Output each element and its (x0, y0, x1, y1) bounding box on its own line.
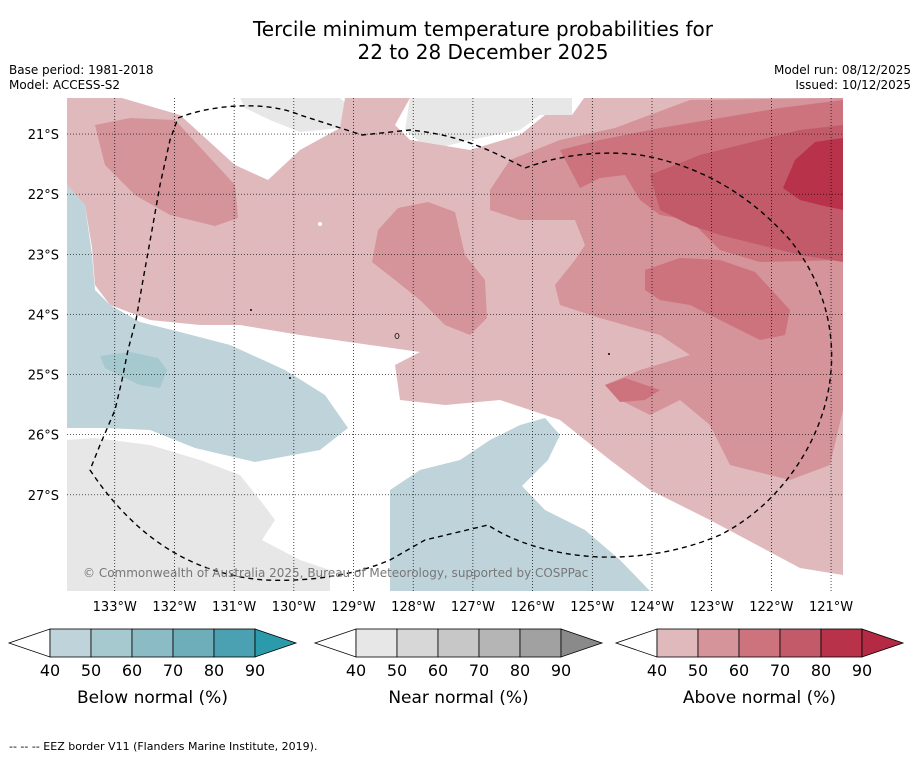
colorbar-tick-label: 90 (551, 661, 571, 680)
title-line-1: Tercile minimum temperature probabilitie… (252, 17, 714, 41)
colorbar-tick-label: 50 (81, 661, 101, 680)
below-normal-region (67, 185, 348, 462)
colorbar-tick-label: 60 (729, 661, 749, 680)
map-speck (270, 144, 274, 152)
colorbar-tick-label: 60 (122, 661, 142, 680)
colorbar-tick-label: 70 (770, 661, 790, 680)
above-normal-region (645, 258, 790, 340)
colorbar-segment (779, 628, 822, 658)
x-tick-label: 122°W (749, 600, 793, 615)
y-tick-label: 24°S (28, 308, 59, 323)
colorbar-near: 40 50 60 70 80 90 Near normal (%) (313, 628, 604, 708)
colorbar-label: Below normal (%) (77, 688, 228, 708)
colorbar-label: Above normal (%) (683, 688, 836, 708)
colorbar-segment (437, 628, 480, 658)
x-tick-label: 131°W (212, 600, 256, 615)
colorbar-low-extension (614, 628, 658, 658)
colorbar-segment (697, 628, 740, 658)
x-tick-label: 129°W (331, 600, 375, 615)
colorbar-tick-label: 40 (647, 661, 667, 680)
colorbar-tick-label: 90 (245, 661, 265, 680)
island-outline (608, 353, 610, 355)
run-info-left: Base period: 1981-2018 Model: ACCESS-S2 (9, 63, 154, 93)
above-normal-region (605, 378, 660, 402)
near-normal-region (405, 98, 572, 150)
colorbar-segment (396, 628, 439, 658)
colorbar-tick-label: 80 (204, 661, 224, 680)
above-normal-region (372, 202, 487, 335)
x-tick-label: 128°W (391, 600, 435, 615)
y-tick-label: 27°S (28, 489, 59, 504)
island-outline (250, 309, 252, 311)
model-run: Model run: 08/12/2025 (773, 63, 911, 77)
map-speck (318, 222, 322, 226)
colorbar-segment (355, 628, 398, 658)
colorbar-high-extension (861, 628, 905, 658)
colorbar-high-extension (254, 628, 298, 658)
copyright-notice: © Commonwealth of Australia 2025, Bureau… (83, 566, 588, 580)
x-tick-label: 132°W (152, 600, 196, 615)
base-period: Base period: 1981-2018 (9, 63, 154, 77)
colorbar-low-extension (7, 628, 51, 658)
island-outline (394, 333, 400, 339)
run-info-right: Model run: 08/12/2025 Issued: 10/12/2025 (774, 63, 911, 93)
colorbar-segment (478, 628, 521, 658)
x-tick-label: 130°W (272, 600, 316, 615)
colorbar-segment (213, 628, 256, 658)
x-tick-label: 124°W (630, 600, 674, 615)
colorbar-segment (519, 628, 562, 658)
colorbar-above: 40 50 60 70 80 90 Above normal (%) (614, 628, 905, 708)
model-name: Model: ACCESS-S2 (9, 78, 121, 92)
colorbar-tick-label: 70 (469, 661, 489, 680)
y-tick-label: 22°S (28, 188, 59, 203)
y-tick-label: 26°S (28, 429, 59, 444)
below-normal-region (100, 352, 167, 388)
colorbar-tick-label: 50 (387, 661, 407, 680)
colorbar-tick-label: 40 (40, 661, 60, 680)
colorbar-segment (172, 628, 215, 658)
colorbar-tick-label: 50 (688, 661, 708, 680)
x-tick-label: 126°W (511, 600, 555, 615)
x-tick-label: 125°W (570, 600, 614, 615)
colorbar-tick-label: 60 (428, 661, 448, 680)
colorbar-segment (49, 628, 92, 658)
near-normal-region (67, 438, 330, 591)
x-tick-label: 123°W (690, 600, 734, 615)
y-tick-label: 21°S (28, 128, 59, 143)
title-line-2: 22 to 28 December 2025 (357, 40, 609, 64)
x-tick-label: 121°W (809, 600, 853, 615)
y-tick-label: 25°S (28, 369, 59, 384)
colorbar-high-extension (560, 628, 604, 658)
colorbar-tick-label: 80 (510, 661, 530, 680)
chart-title: Tercile minimum temperature probabilitie… (0, 18, 919, 64)
above-normal-region (650, 125, 843, 262)
below-normal-region (390, 418, 650, 591)
colorbar-tick-label: 90 (852, 661, 872, 680)
axis-labels: 133°W 132°W 131°W 130°W 129°W 128°W 127°W 126°W… (28, 128, 854, 615)
island-outline (289, 377, 291, 379)
probability-map (67, 98, 843, 591)
above-normal-region (783, 138, 843, 210)
colorbar-segment (131, 628, 174, 658)
x-tick-label: 133°W (93, 600, 137, 615)
colorbar-segment (90, 628, 133, 658)
y-tick-label: 23°S (28, 248, 59, 263)
colorbar-segment (656, 628, 699, 658)
issued-date: Issued: 10/12/2025 (795, 78, 911, 92)
eez-footnote: -- -- -- EEZ border V11 (Flanders Marine… (9, 740, 318, 753)
eez-border (89, 105, 833, 582)
colorbar-segment (820, 628, 863, 658)
above-normal-region (95, 118, 238, 226)
colorbars: 40 50 60 70 80 90 Below normal (%) 40 50 60 70 80 90… (7, 628, 905, 708)
colorbar-below: 40 50 60 70 80 90 Below normal (%) (7, 628, 298, 708)
colorbar-segment (738, 628, 781, 658)
colorbar-label: Near normal (%) (388, 688, 528, 708)
colorbar-tick-label: 80 (811, 661, 831, 680)
colorbar-low-extension (313, 628, 357, 658)
x-tick-label: 127°W (451, 600, 495, 615)
colorbar-tick-label: 70 (163, 661, 183, 680)
colorbar-tick-label: 40 (346, 661, 366, 680)
